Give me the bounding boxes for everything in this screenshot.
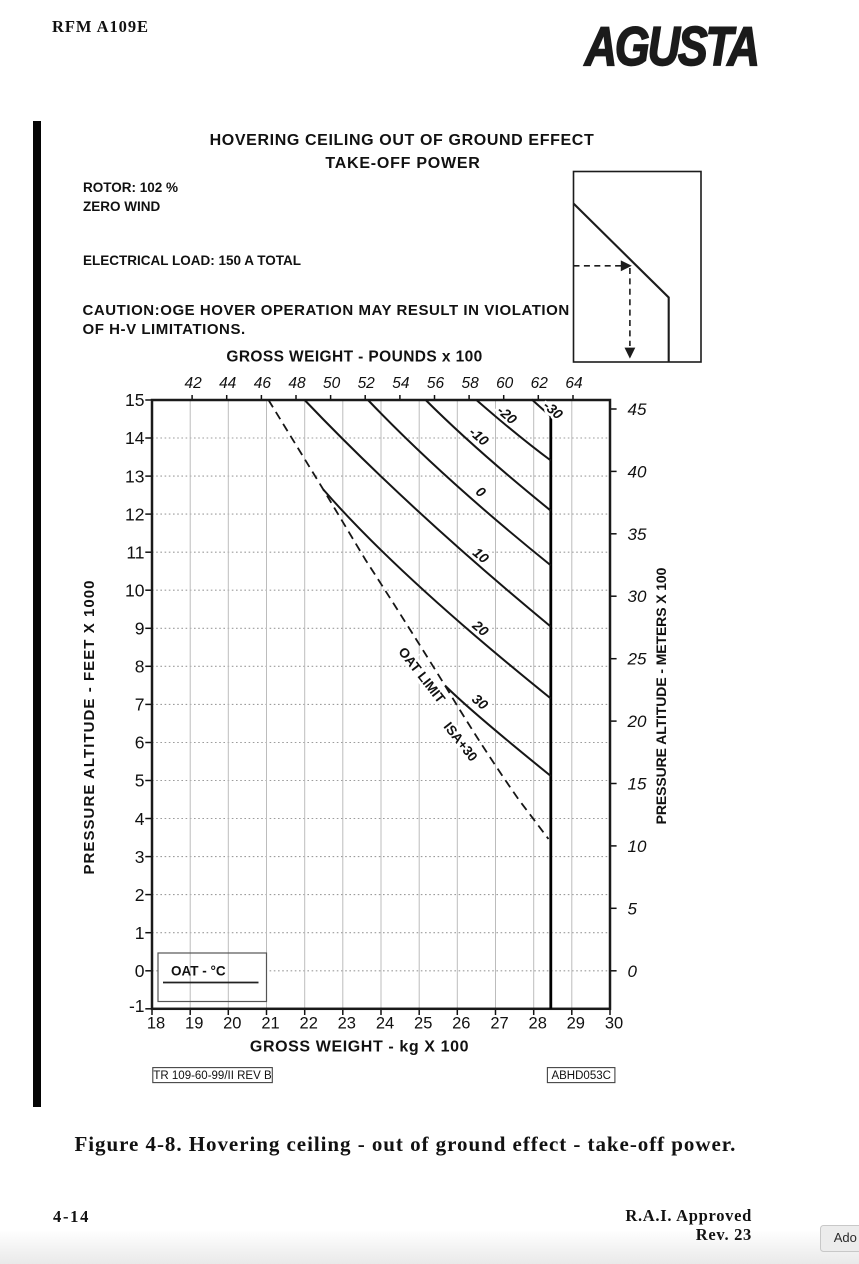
svg-text:26: 26 xyxy=(452,1014,470,1032)
svg-text:30: 30 xyxy=(605,1014,623,1032)
svg-text:14: 14 xyxy=(125,428,145,448)
svg-text:64: 64 xyxy=(565,375,583,392)
svg-text:12: 12 xyxy=(125,504,144,524)
svg-text:ABHD053C: ABHD053C xyxy=(551,1070,610,1082)
svg-text:OAT - °C: OAT - °C xyxy=(171,964,226,979)
svg-text:-20: -20 xyxy=(494,402,520,427)
svg-text:10: 10 xyxy=(628,837,647,856)
svg-text:6: 6 xyxy=(135,733,145,753)
svg-text:-10: -10 xyxy=(466,424,492,449)
svg-text:58: 58 xyxy=(461,375,479,392)
svg-text:27: 27 xyxy=(490,1014,508,1032)
svg-text:25: 25 xyxy=(627,650,647,669)
svg-text:5: 5 xyxy=(628,899,638,918)
svg-text:3: 3 xyxy=(135,847,145,867)
svg-text:GROSS WEIGHT - kg X 100: GROSS WEIGHT - kg X 100 xyxy=(250,1039,469,1056)
svg-text:56: 56 xyxy=(427,375,445,392)
svg-text:42: 42 xyxy=(184,375,202,392)
svg-text:20: 20 xyxy=(469,616,492,639)
svg-text:44: 44 xyxy=(219,375,237,392)
svg-text:PRESSURE ALTITUDE - FEET X 100: PRESSURE ALTITUDE - FEET X 1000 xyxy=(81,579,98,874)
svg-text:60: 60 xyxy=(496,375,514,392)
svg-text:5: 5 xyxy=(135,771,145,791)
svg-text:TR 109-60-99/II REV B: TR 109-60-99/II REV B xyxy=(153,1070,272,1082)
svg-text:35: 35 xyxy=(628,525,647,544)
svg-text:10: 10 xyxy=(125,581,145,601)
svg-text:7: 7 xyxy=(135,695,145,715)
svg-text:13: 13 xyxy=(125,466,144,486)
svg-text:22: 22 xyxy=(300,1014,318,1032)
svg-text:10: 10 xyxy=(470,544,492,566)
svg-text:4: 4 xyxy=(135,809,145,829)
svg-text:11: 11 xyxy=(126,542,144,562)
svg-text:20: 20 xyxy=(627,712,647,731)
svg-text:2: 2 xyxy=(135,885,145,905)
svg-text:15: 15 xyxy=(125,390,144,410)
svg-text:25: 25 xyxy=(414,1014,432,1032)
svg-text:40: 40 xyxy=(628,462,647,481)
svg-text:0: 0 xyxy=(628,962,638,981)
svg-text:ISA+30: ISA+30 xyxy=(441,719,481,764)
svg-text:54: 54 xyxy=(392,375,410,392)
svg-text:8: 8 xyxy=(135,657,145,677)
svg-text:23: 23 xyxy=(338,1014,356,1032)
svg-text:OAT LIMIT: OAT LIMIT xyxy=(395,644,448,706)
svg-text:21: 21 xyxy=(261,1014,279,1032)
svg-text:18: 18 xyxy=(147,1014,165,1032)
svg-text:46: 46 xyxy=(254,375,272,392)
svg-text:45: 45 xyxy=(628,400,647,419)
svg-text:9: 9 xyxy=(135,619,145,639)
svg-text:24: 24 xyxy=(376,1014,394,1032)
svg-text:20: 20 xyxy=(223,1014,241,1032)
svg-text:0: 0 xyxy=(473,483,489,500)
svg-text:15: 15 xyxy=(628,775,647,794)
svg-text:19: 19 xyxy=(185,1014,203,1032)
svg-text:0: 0 xyxy=(135,961,145,981)
svg-text:30: 30 xyxy=(628,587,647,606)
svg-text:50: 50 xyxy=(323,375,341,392)
svg-text:28: 28 xyxy=(529,1014,547,1032)
svg-text:-1: -1 xyxy=(129,996,145,1016)
svg-text:62: 62 xyxy=(531,375,549,392)
svg-text:52: 52 xyxy=(358,375,376,392)
svg-text:GROSS WEIGHT - POUNDS x 100: GROSS WEIGHT - POUNDS x 100 xyxy=(226,349,482,366)
svg-text:29: 29 xyxy=(567,1014,585,1032)
svg-text:48: 48 xyxy=(288,375,306,392)
svg-text:AGUSTA: AGUSTA xyxy=(583,16,758,77)
svg-text:1: 1 xyxy=(135,923,145,943)
svg-text:PRESSURE ALTITUDE - METERS X 1: PRESSURE ALTITUDE - METERS X 100 xyxy=(653,567,669,824)
